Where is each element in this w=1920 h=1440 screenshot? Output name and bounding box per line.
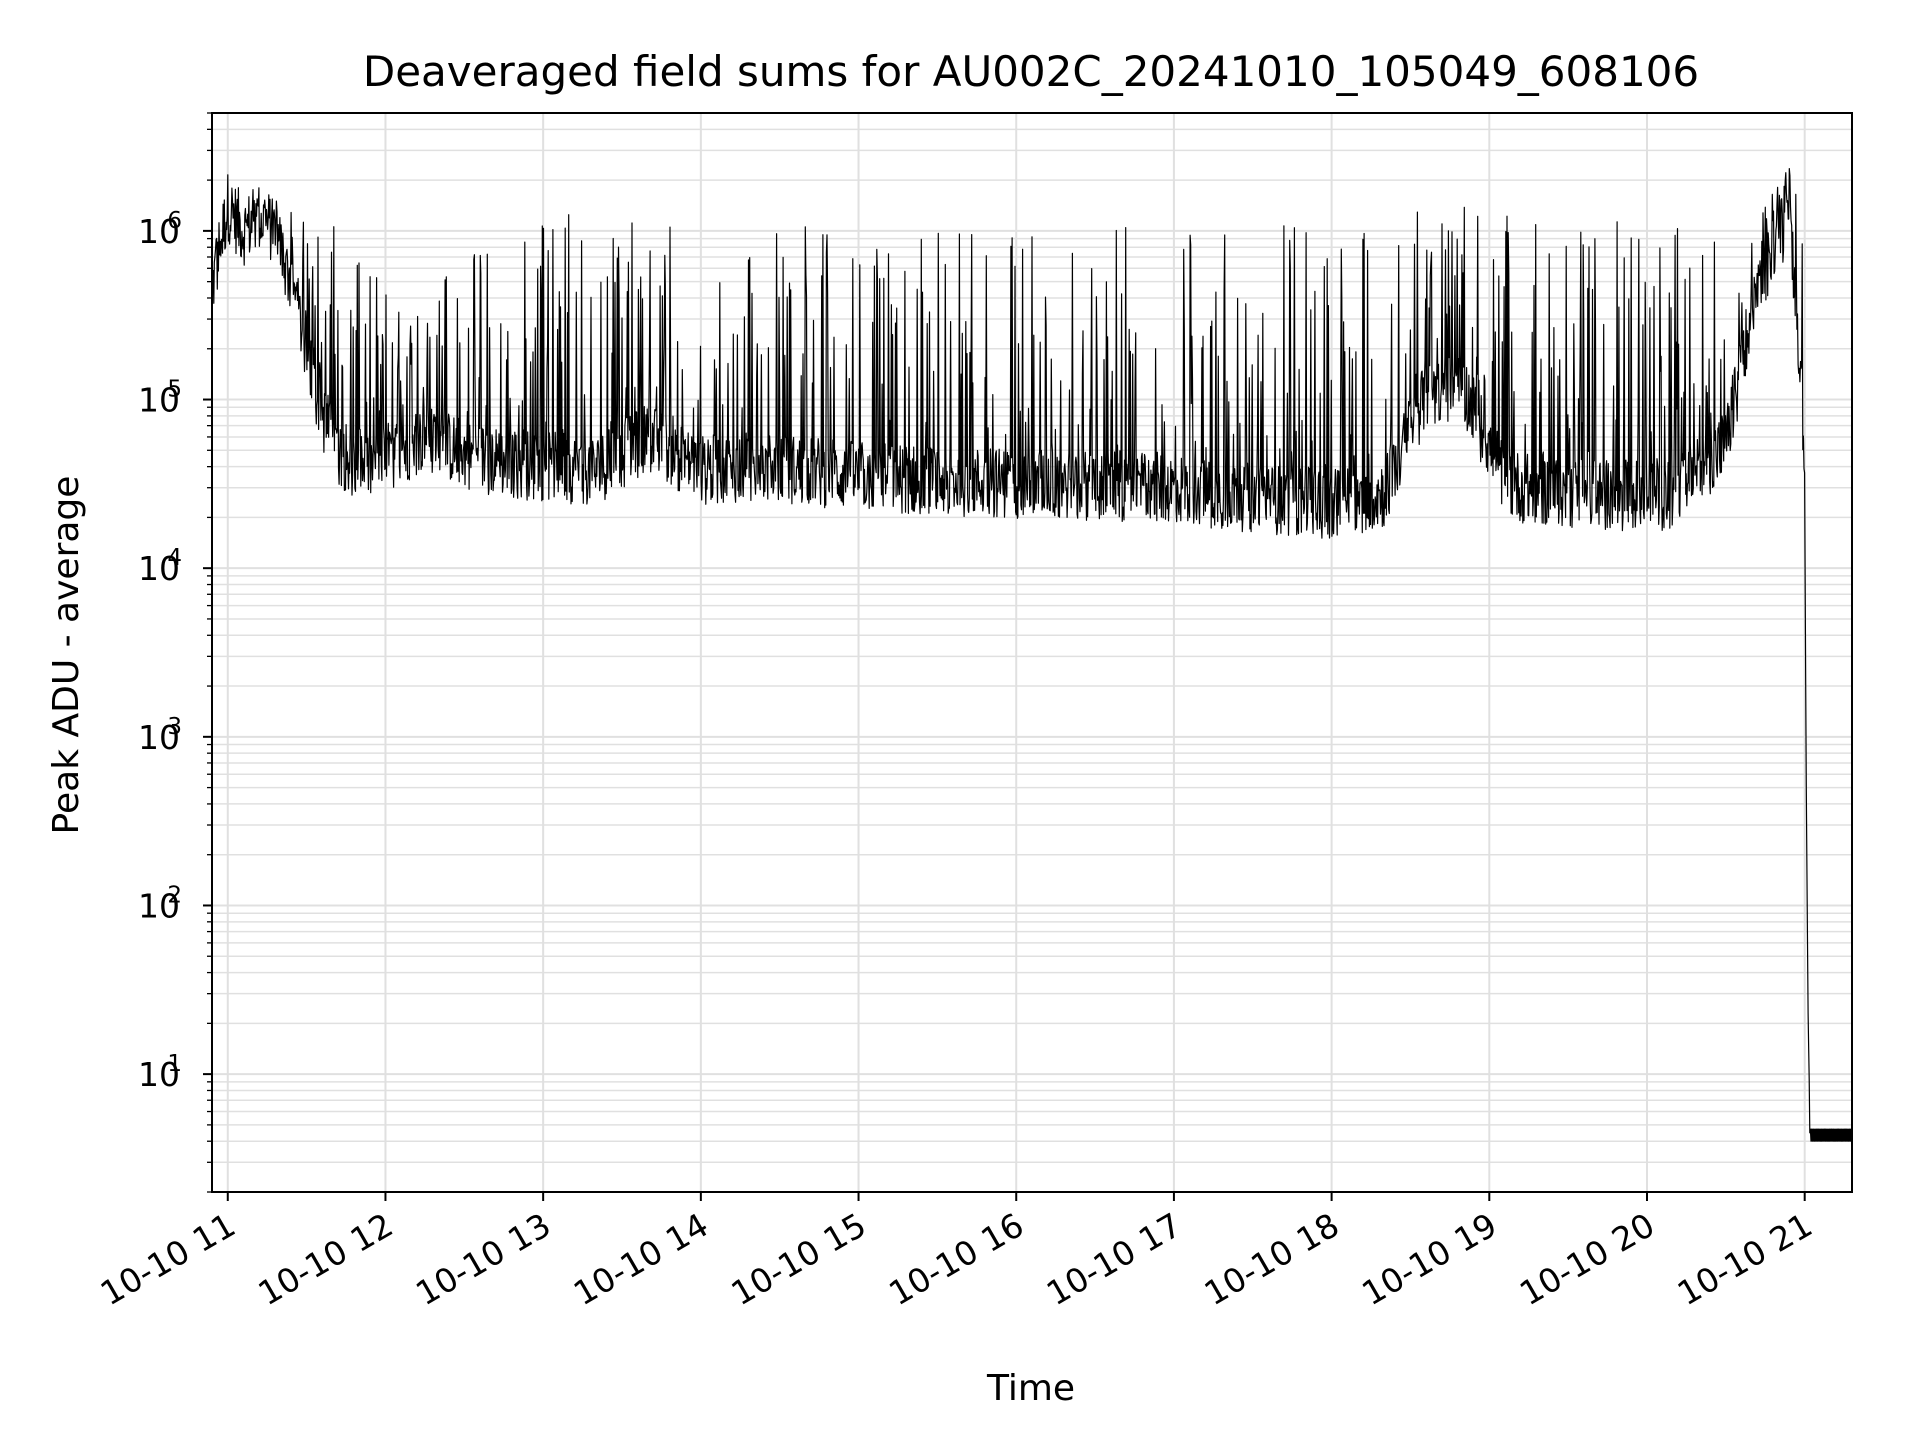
chart-title: Deaveraged field sums for AU002C_2024101… bbox=[363, 47, 1699, 96]
y-tick-label: 102 bbox=[138, 882, 182, 925]
x-axis-label: Time bbox=[986, 1368, 1075, 1409]
y-axis-label: Peak ADU - average bbox=[46, 476, 87, 835]
series-line bbox=[211, 168, 1853, 1142]
y-tick-label: 103 bbox=[138, 714, 182, 757]
plot-frame bbox=[211, 112, 1853, 1193]
y-tick-label: 105 bbox=[138, 377, 182, 420]
y-tick-label: 104 bbox=[138, 545, 182, 588]
series-lines bbox=[211, 168, 1853, 1142]
y-tick-label: 101 bbox=[138, 1051, 182, 1094]
y-tick-label: 106 bbox=[138, 208, 182, 251]
